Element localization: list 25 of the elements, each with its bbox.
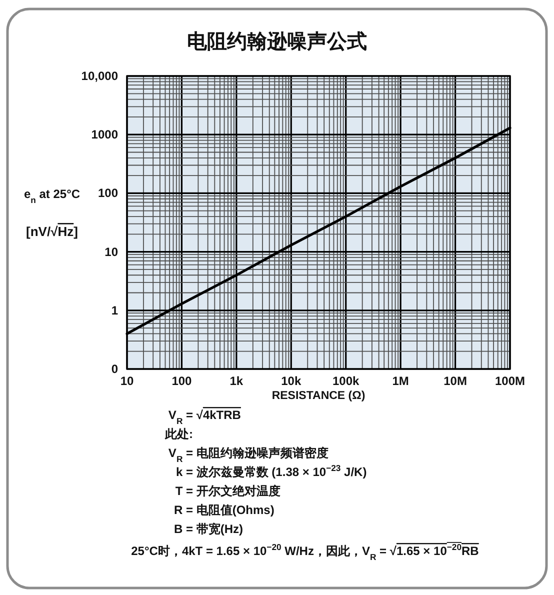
y-tick-label: 1 <box>111 303 118 318</box>
x-tick-label: 10k <box>281 374 302 388</box>
y-tick-label: 1000 <box>91 128 118 142</box>
x-tick-label: 100M <box>494 374 526 388</box>
text: T = 开尔文绝对温度 <box>175 484 280 498</box>
x-tick-label: 10M <box>444 374 467 388</box>
x-tick-label: 1k <box>230 374 244 388</box>
text: V$_{R}$ = √4kTRB <box>168 408 242 426</box>
y-tick-label: 0 <box>111 362 118 376</box>
y-tick-label: 100 <box>98 186 118 200</box>
text: R = 电阻值(Ohms) <box>174 503 274 517</box>
y-tick-label: 10,000 <box>81 69 118 83</box>
y-tick-label: 10 <box>104 244 118 259</box>
text: V$_{R}$ = 电阻约翰逊噪声频谱密度 <box>168 446 328 464</box>
x-tick-label: 10 <box>120 374 134 388</box>
text: 25°C时，4kT = 1.65 × 10$^{−20}$ W/Hz，因此，V$_{R}$ = √1.65 × 10$^{−20}$RB <box>131 542 480 562</box>
x-tick-label: 100 <box>172 374 192 388</box>
text: 此处: <box>164 427 193 441</box>
ylabel: e$_{n}$ at 25°C [nV/√Hz] <box>24 187 80 239</box>
x-axis-title: RESISTANCE (Ω) <box>272 390 366 402</box>
text: k = 波尔兹曼常数 (1.38 × 10$^{−23}$ J/K) <box>176 463 367 479</box>
text: B = 带宽(Hz) <box>174 522 244 536</box>
x-tick-label: 1M <box>392 374 409 388</box>
x-tick-label: 100k <box>332 374 360 388</box>
chart-title: 电阻约翰逊噪声公式 <box>187 31 367 53</box>
